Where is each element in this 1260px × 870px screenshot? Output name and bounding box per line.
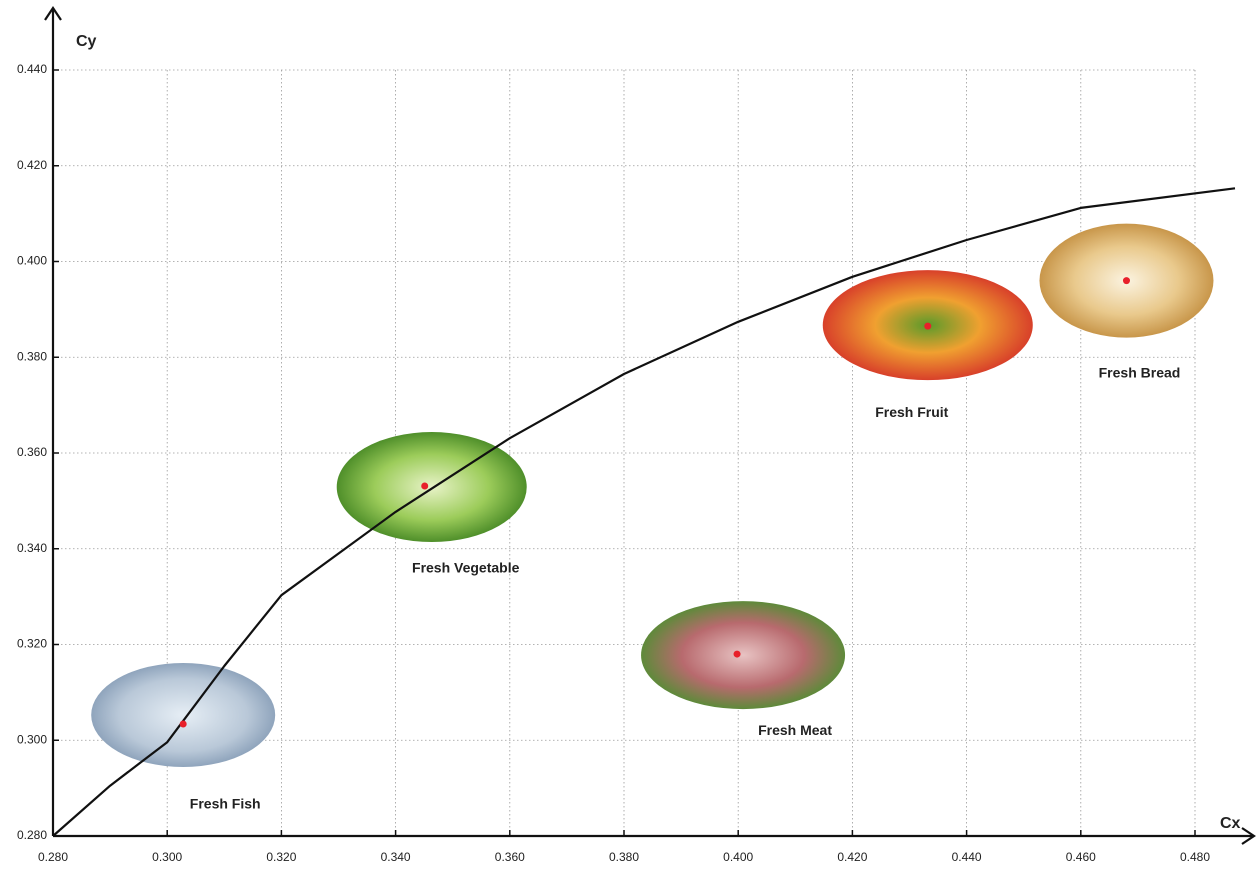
point-label: Fresh Bread bbox=[1099, 364, 1181, 380]
y-tick-label: 0.300 bbox=[17, 732, 47, 746]
food-image bbox=[91, 662, 276, 767]
point-label: Fresh Fish bbox=[190, 796, 261, 812]
plot: Fresh Fish Fresh Vegetable Fresh Meat Fresh… bbox=[52, 187, 1236, 837]
x-axis-label: Cx bbox=[1220, 815, 1241, 832]
point bbox=[179, 720, 187, 728]
x-tick-label: 0.280 bbox=[38, 850, 68, 864]
y-tick-label: 0.400 bbox=[17, 254, 47, 268]
x-tick-label: 0.400 bbox=[723, 850, 753, 864]
y-tick-label: 0.360 bbox=[17, 445, 47, 459]
y-tick-label: 0.420 bbox=[17, 158, 47, 172]
x-tick-label: 0.340 bbox=[381, 850, 411, 864]
illustrations bbox=[91, 223, 1214, 767]
x-tick-label: 0.320 bbox=[266, 850, 296, 864]
curve bbox=[52, 187, 1236, 837]
food-image bbox=[641, 601, 846, 710]
y-tick-label: 0.440 bbox=[17, 62, 47, 76]
y-tick-label: 0.340 bbox=[17, 541, 47, 555]
point bbox=[924, 322, 932, 330]
point-label: Fresh Meat bbox=[758, 722, 832, 738]
x-tick-label: 0.420 bbox=[837, 850, 867, 864]
point-label: Fresh Vegetable bbox=[412, 560, 520, 576]
y-axis-arrow bbox=[44, 6, 62, 21]
point bbox=[421, 482, 429, 490]
point bbox=[1122, 277, 1130, 285]
y-tick-label: 0.280 bbox=[17, 828, 47, 842]
axes: Cx Cy 0.280 0.300 0.320 0.340 0.360 0.380 0.40… bbox=[17, 6, 1256, 864]
point-label: Fresh Fruit bbox=[875, 404, 948, 420]
x-tick-label: 0.360 bbox=[495, 850, 525, 864]
y-tick-label: 0.320 bbox=[17, 637, 47, 651]
x-tick-label: 0.460 bbox=[1066, 850, 1096, 864]
y-tick-label: 0.380 bbox=[17, 349, 47, 363]
x-tick-label: 0.480 bbox=[1180, 850, 1210, 864]
y-axis-label: Cy bbox=[76, 33, 97, 50]
x-axis-arrow bbox=[1241, 827, 1256, 845]
x-tick-label: 0.300 bbox=[152, 850, 182, 864]
x-tick-label: 0.380 bbox=[609, 850, 639, 864]
x-tick-label: 0.440 bbox=[952, 850, 982, 864]
food-image bbox=[336, 432, 527, 543]
point bbox=[733, 650, 741, 658]
